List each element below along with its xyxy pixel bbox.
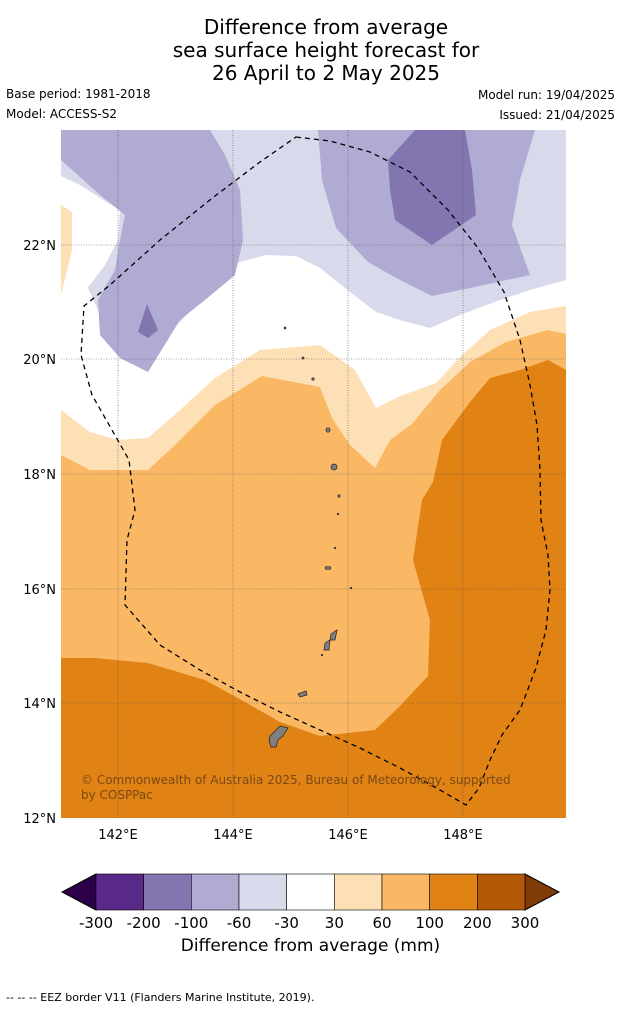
contour-neg60-left: [61, 130, 243, 372]
title-line-1: Difference from average: [203, 15, 449, 39]
contour-fields: [61, 130, 566, 818]
colorbar-title: Difference from average (mm): [180, 936, 441, 956]
lon-tick-148: 148°E: [443, 828, 483, 843]
model-run: Model run: 19/04/2025: [477, 88, 615, 102]
map-title: Difference from average sea surface heig…: [0, 16, 621, 85]
lat-tick-labels: 12°N 14°N 16°N 18°N 20°N 22°N: [23, 239, 56, 827]
lon-tick-144: 144°E: [213, 828, 253, 843]
colorbar-segment: [286, 873, 335, 911]
colorbar-segment: [381, 873, 430, 911]
copyright-line-1: © Commonwealth of Australia 2025, Bureau…: [81, 773, 511, 787]
colorbar-tick-label: 300: [511, 914, 540, 932]
colorbar-segment: [143, 873, 192, 911]
lat-tick-16: 16°N: [23, 583, 56, 598]
colorbar-tick-label: -30: [274, 914, 299, 932]
colorbar-segment: [238, 873, 287, 911]
colorbar-segment: [191, 873, 240, 911]
lat-tick-18: 18°N: [23, 468, 56, 483]
title-line-2: sea surface height forecast for: [172, 38, 480, 62]
islands: [268, 326, 353, 748]
contour-pos100-bottom: [61, 360, 566, 818]
base-period: Base period: 1981-2018: [6, 87, 151, 101]
colorbar-segment: [477, 873, 526, 911]
colorbar-tick-label: 30: [325, 914, 344, 932]
colorbar-tick-label: 60: [372, 914, 391, 932]
eez-footnote: -- -- -- EEZ border V11 (Flanders Marine…: [6, 991, 315, 1004]
lat-tick-12: 12°N: [23, 812, 56, 827]
lon-tick-146: 146°E: [328, 828, 368, 843]
colorbar: -300 -200 -100 -60 -30 30 60 100 200 300: [60, 873, 561, 932]
lon-tick-labels: 142°E 144°E 146°E 148°E: [98, 828, 483, 843]
lon-tick-142: 142°E: [98, 828, 138, 843]
colorbar-tick-label: 200: [463, 914, 492, 932]
issued-date: Issued: 21/04/2025: [499, 108, 615, 122]
colorbar-under-arrow: [60, 873, 97, 911]
colorbar-tick-label: -300: [79, 914, 113, 932]
colorbar-segment: [334, 873, 383, 911]
colorbar-segment: [95, 873, 144, 911]
eez-border: [80, 136, 551, 806]
lat-tick-14: 14°N: [23, 697, 56, 712]
model-name: Model: ACCESS-S2: [6, 107, 118, 121]
lat-tick-20: 20°N: [23, 353, 56, 368]
copyright-line-2: by COSPPac: [81, 788, 153, 802]
colorbar-segment: [429, 873, 478, 911]
contour-pos30-left: [61, 205, 72, 295]
colorbar-tick-label: -100: [174, 914, 208, 932]
grid-lines: [61, 130, 566, 818]
lat-tick-22: 22°N: [23, 239, 56, 254]
colorbar-tick-label: -200: [127, 914, 161, 932]
colorbar-tick-label: 100: [415, 914, 444, 932]
contour-neg100-right: [388, 130, 476, 245]
contour-white-wedge: [61, 176, 120, 300]
title-line-3: 26 April to 2 May 2025: [212, 61, 440, 85]
contour-neg100-left: [138, 304, 158, 338]
colorbar-tick-label: -60: [227, 914, 252, 932]
colorbar-over-arrow: [524, 873, 561, 911]
